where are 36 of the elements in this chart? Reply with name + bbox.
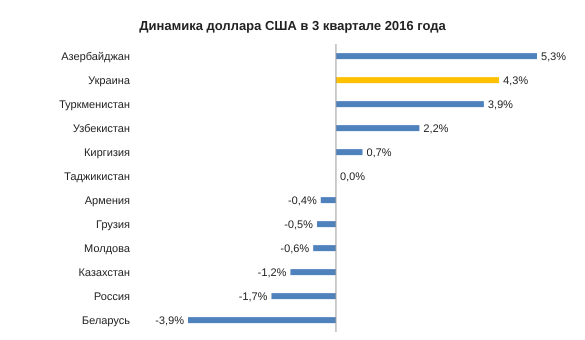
bar	[271, 293, 336, 300]
bar	[290, 269, 336, 276]
y-tick-label: Грузия	[96, 218, 130, 231]
y-tick-label: Казахстан	[78, 266, 130, 279]
bar	[336, 77, 500, 84]
y-tick-label: Туркменистан	[59, 98, 130, 111]
y-tick-label: Россия	[94, 290, 130, 303]
data-label: -0,4%	[288, 194, 317, 207]
bar	[316, 221, 336, 228]
y-tick-label: Армения	[84, 194, 130, 207]
bar	[336, 53, 537, 60]
bar	[313, 245, 336, 252]
bar	[336, 101, 484, 108]
y-tick-label: Узбекистан	[72, 122, 130, 135]
y-tick-label: Киргизия	[84, 146, 130, 159]
y-tick-label: Беларусь	[82, 314, 130, 327]
bar	[336, 149, 362, 156]
bar	[188, 317, 336, 324]
data-label: -1,7%	[238, 290, 268, 303]
y-tick-label: Молдова	[84, 242, 131, 255]
y-tick-label: Украина	[88, 74, 131, 87]
data-label: -0,5%	[284, 218, 314, 231]
data-label: 0,0%	[340, 170, 366, 183]
data-label: 3,9%	[488, 98, 514, 111]
data-label: 5,3%	[541, 50, 566, 63]
data-label: -3,9%	[155, 314, 184, 327]
chart-title: Динамика доллара США в 3 квартале 2016 года	[138, 17, 447, 35]
data-label: 0,7%	[366, 146, 392, 159]
y-tick-label: Таджикистан	[64, 170, 130, 183]
y-tick-label: Азербайджан	[61, 50, 130, 63]
data-label: 2,2%	[423, 122, 449, 135]
data-label: -1,2%	[258, 266, 287, 279]
bar	[336, 125, 420, 132]
bar	[320, 197, 336, 204]
data-label: 4,3%	[503, 74, 528, 87]
data-label: -0,6%	[280, 242, 310, 255]
